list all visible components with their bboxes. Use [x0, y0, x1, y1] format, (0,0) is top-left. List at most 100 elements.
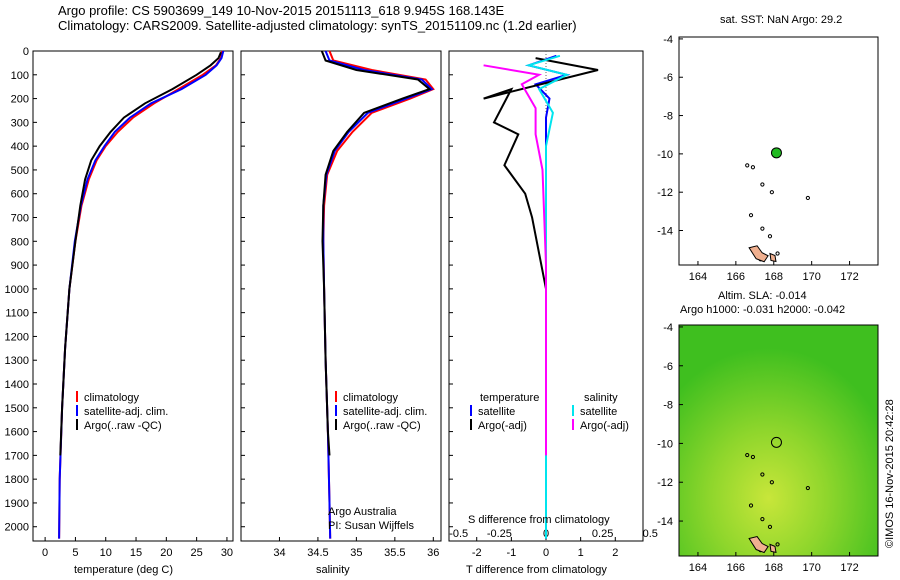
- y-tick-label: -8: [663, 400, 673, 412]
- island-icon: [775, 251, 780, 256]
- series-temperature-satellite: [525, 54, 571, 539]
- land-malekula-icon: [769, 252, 777, 263]
- island-icon: [805, 195, 810, 201]
- land-espiritu-santo-icon: [748, 535, 769, 554]
- island-icon: [805, 485, 810, 491]
- sst-map-title: sat. SST: NaN Argo: 29.2: [720, 14, 843, 26]
- y-tick-label: -6: [663, 72, 673, 84]
- map-frame-sla_map: [678, 324, 879, 557]
- x-tick-label: 170: [802, 562, 820, 574]
- legend-heading-temperature: temperature: [480, 392, 540, 404]
- island-icon: [750, 165, 756, 170]
- xlabel-temperature: temperature (deg C): [74, 564, 174, 576]
- y-tick-label: 1500: [5, 403, 29, 415]
- x-tick-label: 166: [727, 562, 745, 574]
- x-tick-label: 25: [191, 547, 203, 559]
- legend-item-s-satellite: satellite: [572, 405, 629, 419]
- xlabel-s-difference: S difference from climatology: [468, 514, 610, 526]
- x-tick-label: 0: [543, 547, 549, 559]
- island-icon: [760, 226, 765, 231]
- y-tick-label: 1900: [5, 498, 29, 510]
- island-icon: [748, 503, 754, 508]
- island-icon: [767, 234, 773, 239]
- y-tick-label: 1700: [5, 450, 29, 462]
- y-tick-label: 1400: [5, 379, 29, 391]
- legend-item-argo: Argo(..raw -QC): [76, 419, 168, 433]
- legend-item-climatology: climatology: [76, 391, 168, 405]
- plot-frame-temperature: [32, 50, 234, 542]
- series-climatology: [322, 50, 435, 539]
- legend-item-argo: Argo(..raw -QC): [335, 419, 427, 433]
- x-tick-label: 164: [689, 271, 707, 283]
- legend-item-s-argo: Argo(-adj): [572, 419, 629, 433]
- series-climatology: [58, 50, 224, 539]
- x-tick-label: 172: [840, 562, 858, 574]
- x-tick-label: 166: [727, 271, 745, 283]
- series-temperature-argo-adj-: [483, 57, 599, 456]
- map-frame-sst_map: [678, 36, 879, 266]
- x-tick-label: 20: [160, 547, 172, 559]
- y-tick-label: 200: [11, 94, 29, 106]
- sla-heatmap-field: [679, 325, 878, 556]
- y-tick-label: 0: [23, 46, 29, 58]
- x-tick-label: 164: [689, 562, 707, 574]
- y-tick-label: 800: [11, 236, 29, 248]
- y-tick-label: 600: [11, 189, 29, 201]
- land-malekula-icon: [769, 543, 777, 553]
- sla-map-title: Altim. SLA: -0.014: [718, 290, 807, 302]
- y-tick-label: -12: [657, 187, 673, 199]
- imos-timestamp: ©IMOS 16-Nov-2015 20:42:28: [884, 399, 896, 548]
- title-line-1: Argo profile: CS 5903699_149 10-Nov-2015…: [58, 3, 505, 18]
- island-icon: [769, 480, 774, 485]
- s-tick-label: 0.25: [592, 528, 613, 540]
- s-tick-label: -0.5: [449, 528, 468, 540]
- y-tick-label: 700: [11, 213, 29, 225]
- s-tick-label: 0.5: [643, 528, 658, 540]
- y-tick-label: -4: [663, 322, 673, 334]
- legend-item-climatology: climatology: [335, 391, 427, 405]
- y-tick-label: -6: [663, 361, 673, 373]
- x-tick-label: 36: [427, 547, 439, 559]
- y-tick-label: 1600: [5, 427, 29, 439]
- y-tick-label: 2000: [5, 522, 29, 534]
- island-icon: [769, 190, 774, 195]
- y-tick-label: -4: [663, 34, 673, 46]
- x-tick-label: 168: [765, 562, 783, 574]
- legend-heading-salinity: salinity: [584, 392, 618, 404]
- island-icon: [745, 163, 750, 168]
- y-tick-label: -14: [657, 226, 673, 238]
- x-tick-label: 34.5: [307, 547, 328, 559]
- series-satellite-adj-clim-: [58, 50, 225, 539]
- y-tick-label: -14: [657, 516, 673, 528]
- legend-item-satellite: satellite-adj. clim.: [335, 405, 427, 419]
- legend-item-t-argo: Argo(-adj): [470, 419, 539, 433]
- series-satellite-adj-clim-: [322, 50, 434, 539]
- legend-item-satellite: satellite-adj. clim.: [76, 405, 168, 419]
- y-tick-label: 1100: [5, 308, 29, 320]
- x-tick-label: 0: [42, 547, 48, 559]
- legend-salinity: climatology satellite-adj. clim. Argo(..…: [335, 391, 427, 433]
- y-tick-label: 1200: [5, 331, 29, 343]
- y-tick-label: 1300: [5, 355, 29, 367]
- y-tick-label: 500: [11, 165, 29, 177]
- x-tick-label: -1: [506, 547, 516, 559]
- series-salinity-argo-adj-: [483, 64, 547, 456]
- island-icon: [760, 182, 765, 187]
- xlabel-salinity: salinity: [316, 564, 350, 576]
- x-tick-label: 5: [72, 547, 78, 559]
- x-tick-label: 10: [100, 547, 112, 559]
- series-salinity-satellite: [524, 54, 570, 539]
- x-tick-label: 35: [350, 547, 362, 559]
- plot-frame-salinity: [240, 50, 442, 542]
- legend-item-t-satellite: satellite: [470, 405, 539, 419]
- credit-argo-australia: Argo Australia: [328, 506, 397, 518]
- y-tick-label: 300: [11, 117, 29, 129]
- y-tick-label: -12: [657, 477, 673, 489]
- y-tick-label: 900: [11, 260, 29, 272]
- y-tick-label: 100: [11, 70, 29, 82]
- x-tick-label: 172: [840, 271, 858, 283]
- island-icon: [760, 472, 765, 477]
- x-tick-label: 35.5: [384, 547, 405, 559]
- island-icon: [760, 517, 765, 522]
